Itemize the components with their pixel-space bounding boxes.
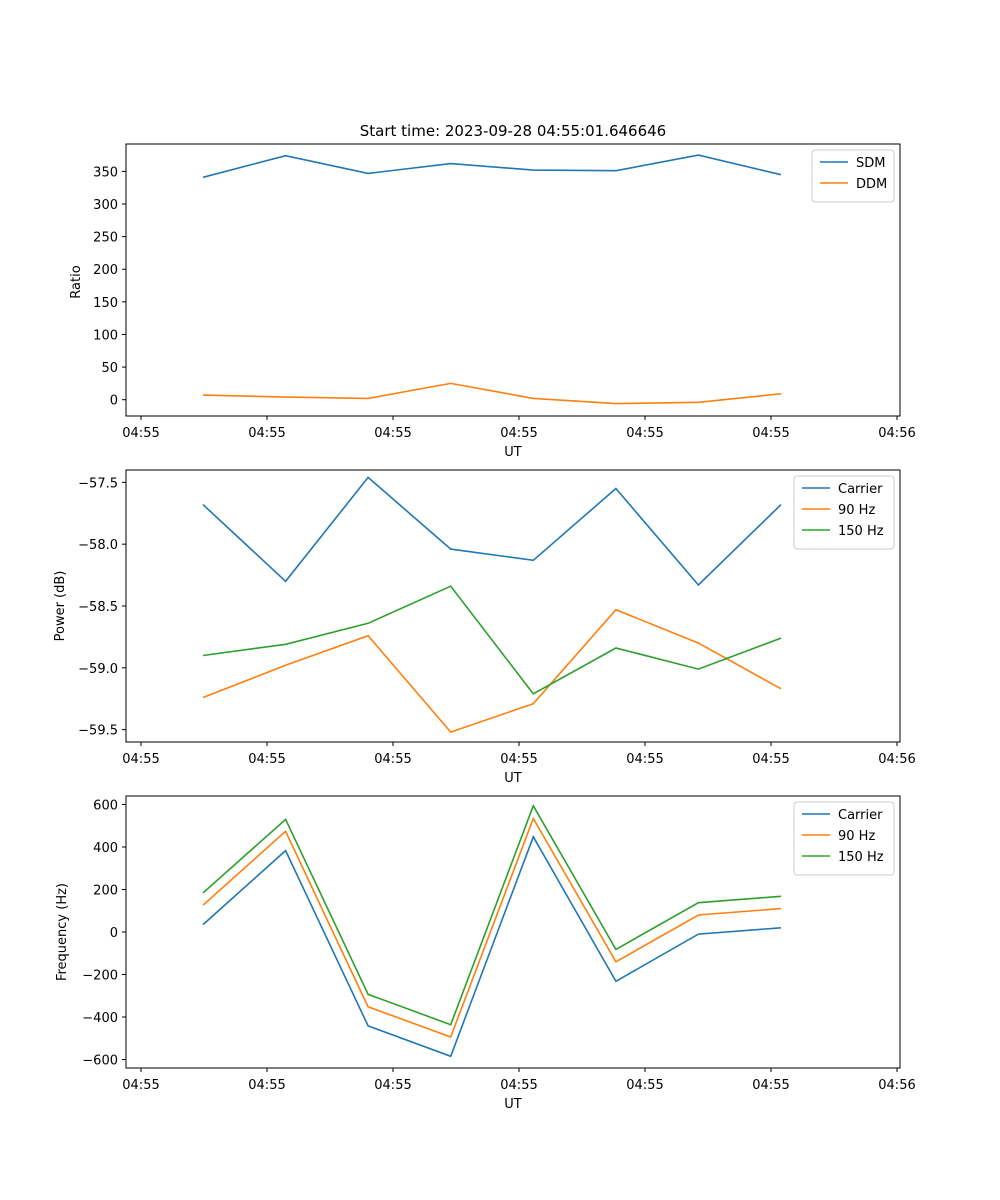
- series-line-carrier: [202, 834, 782, 1058]
- series-line-ddm: [202, 382, 782, 405]
- ratio-chart: 04:55 04:55 04:55 04:55 04:55 04:55 04:56 UT 0 50…: [69, 143, 916, 460]
- x-axis-label: UT: [504, 445, 522, 460]
- x-tick-label: 04:55: [752, 752, 789, 767]
- x-tick-label: 04:55: [626, 752, 663, 767]
- y-tick-label: 350: [93, 165, 118, 180]
- x-tick-label: 04:55: [500, 1078, 537, 1093]
- y-axis-label: Frequency (Hz): [55, 883, 70, 981]
- series-line-sdm: [202, 154, 782, 179]
- legend-box: [811, 149, 895, 203]
- y-tick-label: 300: [93, 198, 118, 213]
- y-tick-label: −200: [82, 969, 118, 984]
- x-tick-label: 04:55: [122, 752, 159, 767]
- legend-label: 90 Hz: [838, 503, 875, 518]
- frequency-chart: 04:55 04:55 04:55 04:55 04:55 04:55 04:56 UT −60…: [55, 795, 916, 1112]
- x-tick-label: 04:55: [122, 426, 159, 441]
- x-tick-label: 04:55: [626, 1078, 663, 1093]
- y-tick-label: −400: [82, 1011, 118, 1026]
- legend-label: 150 Hz: [838, 850, 884, 865]
- x-axis-label: UT: [504, 1097, 522, 1112]
- y-tick-label: 400: [93, 841, 118, 856]
- x-tick-label: 04:55: [248, 1078, 285, 1093]
- legend-label: 150 Hz: [838, 524, 884, 539]
- y-tick-label: 150: [93, 296, 118, 311]
- y-tick-label: 0: [110, 394, 118, 409]
- series-line-90-hz: [202, 816, 782, 1039]
- y-tick-label: 250: [93, 231, 118, 246]
- y-tick-label: 50: [101, 361, 118, 376]
- y-tick-label: 200: [93, 884, 118, 899]
- legend-label: DDM: [856, 177, 887, 192]
- plot-area-frame: [125, 143, 901, 417]
- series-line-carrier: [202, 476, 782, 587]
- x-tick-label: 04:56: [878, 426, 915, 441]
- x-tick-label: 04:55: [248, 426, 285, 441]
- x-tick-label: 04:55: [500, 752, 537, 767]
- x-tick-label: 04:55: [752, 426, 789, 441]
- y-tick-label: −600: [82, 1054, 118, 1069]
- x-tick-label: 04:55: [374, 1078, 411, 1093]
- x-tick-label: 04:55: [626, 426, 663, 441]
- power-chart: 04:55 04:55 04:55 04:55 04:55 04:55 04:56 UT −59…: [53, 469, 916, 786]
- y-axis-label: Ratio: [69, 265, 84, 298]
- series-line-150-hz: [202, 803, 782, 1026]
- legend-label: SDM: [856, 156, 885, 171]
- y-tick-label: −59.0: [78, 662, 118, 677]
- x-tick-label: 04:55: [374, 752, 411, 767]
- x-tick-label: 04:56: [878, 1078, 915, 1093]
- y-axis-label: Power (dB): [53, 571, 68, 642]
- y-tick-label: −58.0: [78, 538, 118, 553]
- x-tick-label: 04:56: [878, 752, 915, 767]
- x-tick-label: 04:55: [122, 1078, 159, 1093]
- legend-label: 90 Hz: [838, 829, 875, 844]
- y-tick-label: −58.5: [78, 600, 118, 615]
- x-tick-label: 04:55: [752, 1078, 789, 1093]
- y-tick-label: 200: [93, 263, 118, 278]
- legend-label: Carrier: [838, 808, 883, 823]
- y-tick-label: 600: [93, 799, 118, 814]
- x-tick-label: 04:55: [248, 752, 285, 767]
- series-line-90-hz: [202, 608, 782, 734]
- x-tick-label: 04:55: [374, 426, 411, 441]
- legend-label: Carrier: [838, 482, 883, 497]
- series-line-150-hz: [202, 585, 782, 695]
- figure-title: Start time: 2023-09-28 04:55:01.646646: [360, 122, 666, 140]
- x-axis-label: UT: [504, 771, 522, 786]
- x-tick-label: 04:55: [500, 426, 537, 441]
- y-tick-label: −57.5: [78, 476, 118, 491]
- y-tick-label: 100: [93, 328, 118, 343]
- y-tick-label: −59.5: [78, 724, 118, 739]
- y-tick-label: 0: [110, 926, 118, 941]
